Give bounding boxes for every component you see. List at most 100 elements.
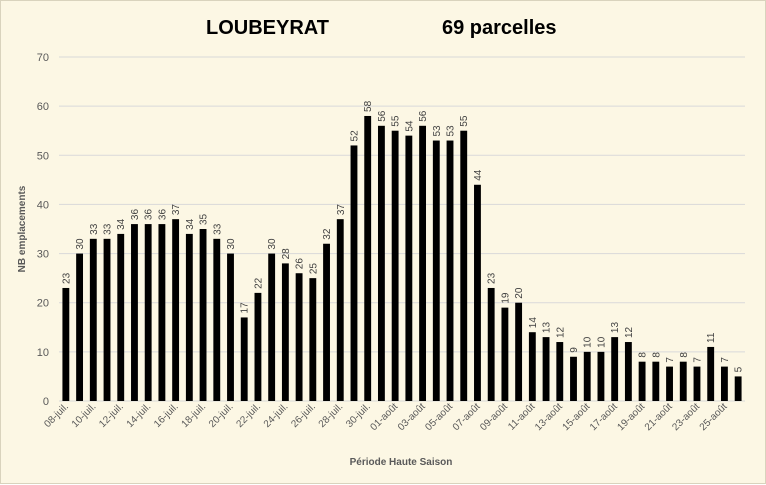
- x-tick-label: 25-août: [698, 401, 730, 433]
- data-label: 10: [596, 336, 607, 348]
- bar: [446, 140, 454, 402]
- data-label: 56: [418, 110, 429, 122]
- bar: [501, 307, 509, 401]
- data-label: 26: [295, 258, 306, 270]
- x-tick-label: 22-juil.: [234, 401, 263, 430]
- data-label: 23: [61, 272, 72, 284]
- data-label: 12: [624, 326, 635, 338]
- data-label: 33: [212, 223, 223, 235]
- bar: [487, 287, 495, 401]
- data-label: 7: [720, 357, 731, 363]
- bar: [62, 287, 70, 401]
- bar: [597, 351, 605, 401]
- data-label: 30: [75, 238, 86, 250]
- bar: [281, 263, 289, 401]
- data-label: 28: [281, 248, 292, 260]
- bar: [158, 224, 166, 401]
- data-label: 8: [638, 352, 649, 358]
- x-tick-label: 17-août: [588, 401, 620, 433]
- data-label: 55: [391, 115, 402, 127]
- bar: [103, 238, 111, 401]
- data-label: 37: [171, 204, 182, 216]
- x-tick-label: 19-août: [615, 401, 647, 433]
- bar: [638, 361, 646, 401]
- data-label: 36: [157, 209, 168, 221]
- bar: [213, 238, 221, 401]
- data-label: 32: [322, 228, 333, 240]
- data-label: 10: [583, 336, 594, 348]
- bar: [542, 337, 550, 401]
- data-label: 25: [308, 263, 319, 275]
- data-label: 30: [267, 238, 278, 250]
- data-label: 55: [459, 115, 470, 127]
- data-label: 8: [679, 352, 690, 358]
- bar: [474, 184, 481, 401]
- x-tick-label: 11-août: [506, 401, 537, 432]
- bar: [515, 302, 523, 401]
- data-label: 7: [692, 357, 703, 363]
- data-label: 37: [336, 204, 347, 216]
- x-tick-label: 28-juil.: [317, 401, 346, 430]
- x-tick-label: 01-août: [368, 401, 400, 433]
- y-tick-label: 20: [37, 298, 49, 310]
- bar: [679, 361, 687, 401]
- bar: [350, 145, 358, 401]
- bar: [117, 233, 125, 401]
- bar: [570, 356, 577, 401]
- bar: [611, 337, 619, 401]
- bar: [734, 376, 742, 401]
- y-axis-title: NB emplacements: [17, 185, 28, 272]
- data-label: 35: [199, 213, 210, 225]
- x-tick-label: 18-juil.: [180, 401, 209, 430]
- bar: [254, 292, 262, 401]
- bar: [89, 238, 97, 401]
- x-tick-label: 12-juil.: [97, 401, 126, 430]
- data-label: 36: [130, 209, 141, 221]
- data-label: 44: [473, 169, 484, 181]
- x-tick-label: 10-juil.: [70, 401, 99, 430]
- y-tick-label: 70: [37, 52, 49, 64]
- y-tick-label: 0: [43, 396, 49, 408]
- bar: [556, 342, 564, 401]
- y-axis-ticks: 0 10 20 30 40 50 60 70: [37, 52, 49, 408]
- x-axis-title: Période Haute Saison: [350, 457, 453, 468]
- x-tick-label: 15-août: [561, 401, 593, 433]
- bar: [227, 253, 234, 401]
- bar: [377, 125, 385, 402]
- data-label: 33: [103, 223, 114, 235]
- data-label: 56: [377, 110, 388, 122]
- data-label: 11: [706, 332, 717, 343]
- bar: [336, 219, 344, 401]
- bar: [172, 219, 180, 401]
- x-tick-label: 21-août: [643, 401, 675, 433]
- data-label: 54: [404, 120, 415, 132]
- y-tick-label: 10: [37, 347, 49, 359]
- data-label: 30: [226, 238, 237, 250]
- bar: [199, 229, 207, 401]
- data-label: 23: [487, 272, 498, 284]
- bars: [62, 115, 742, 402]
- data-label: 36: [144, 209, 155, 221]
- bar: [76, 253, 84, 401]
- x-tick-label: 09-août: [478, 401, 510, 433]
- data-label: 9: [569, 347, 580, 353]
- chart-subtitle: 69 parcelles: [442, 17, 557, 39]
- data-label: 14: [528, 317, 539, 329]
- data-label: 12: [555, 326, 566, 338]
- y-tick-label: 50: [37, 150, 49, 162]
- y-tick-label: 40: [37, 199, 49, 211]
- data-label: 33: [89, 223, 100, 235]
- data-label: 8: [651, 352, 662, 358]
- x-tick-label: 14-juil.: [125, 401, 154, 430]
- data-label: 34: [185, 218, 196, 230]
- bar: [185, 233, 193, 401]
- data-label: 20: [514, 287, 525, 299]
- x-tick-label: 07-août: [451, 401, 483, 433]
- bar: [624, 342, 632, 401]
- bar: [309, 278, 317, 401]
- x-tick-label: 26-juil.: [289, 401, 318, 430]
- data-label: 22: [253, 277, 264, 289]
